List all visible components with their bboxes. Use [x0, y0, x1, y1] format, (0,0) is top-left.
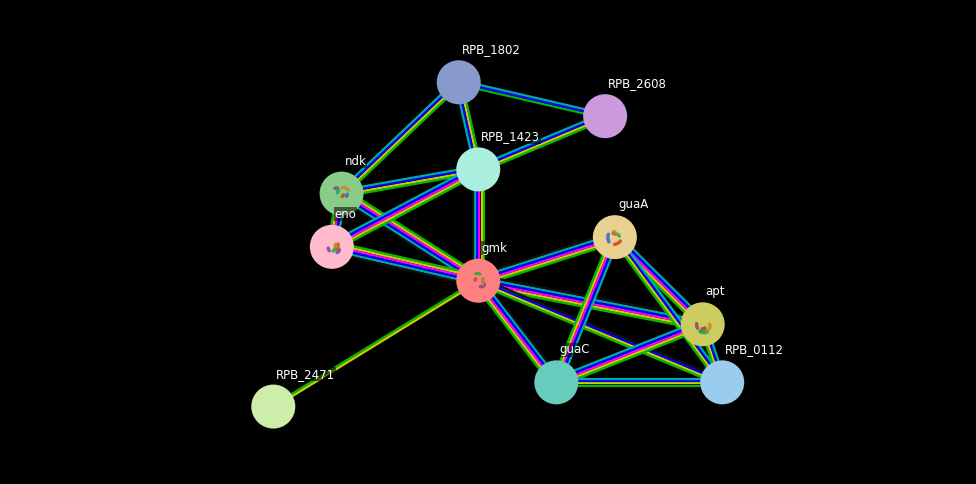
Text: eno: eno	[335, 208, 356, 221]
Text: apt: apt	[706, 285, 725, 298]
Text: RPB_2471: RPB_2471	[276, 367, 336, 380]
Circle shape	[460, 262, 497, 300]
Circle shape	[534, 361, 579, 404]
Circle shape	[700, 361, 745, 404]
Circle shape	[684, 305, 721, 343]
Text: gmk: gmk	[481, 242, 508, 255]
Text: RPB_1423: RPB_1423	[481, 130, 541, 143]
Circle shape	[680, 302, 725, 346]
Circle shape	[309, 225, 354, 269]
Circle shape	[436, 60, 481, 104]
Circle shape	[583, 94, 628, 138]
Text: guaC: guaC	[559, 343, 590, 356]
Circle shape	[440, 63, 477, 101]
Circle shape	[456, 259, 501, 302]
Circle shape	[704, 363, 741, 401]
Text: guaA: guaA	[618, 198, 648, 211]
Circle shape	[460, 151, 497, 188]
Circle shape	[323, 175, 360, 212]
Circle shape	[592, 215, 637, 259]
Text: ndk: ndk	[345, 154, 366, 167]
Text: RPB_2608: RPB_2608	[608, 77, 667, 90]
Circle shape	[596, 218, 633, 256]
Circle shape	[255, 388, 292, 425]
Text: RPB_0112: RPB_0112	[725, 343, 785, 356]
Circle shape	[313, 228, 350, 266]
Circle shape	[538, 363, 575, 401]
Circle shape	[251, 385, 296, 428]
Circle shape	[456, 148, 501, 191]
Text: RPB_1802: RPB_1802	[462, 43, 520, 56]
Circle shape	[587, 97, 624, 135]
Circle shape	[319, 172, 364, 215]
